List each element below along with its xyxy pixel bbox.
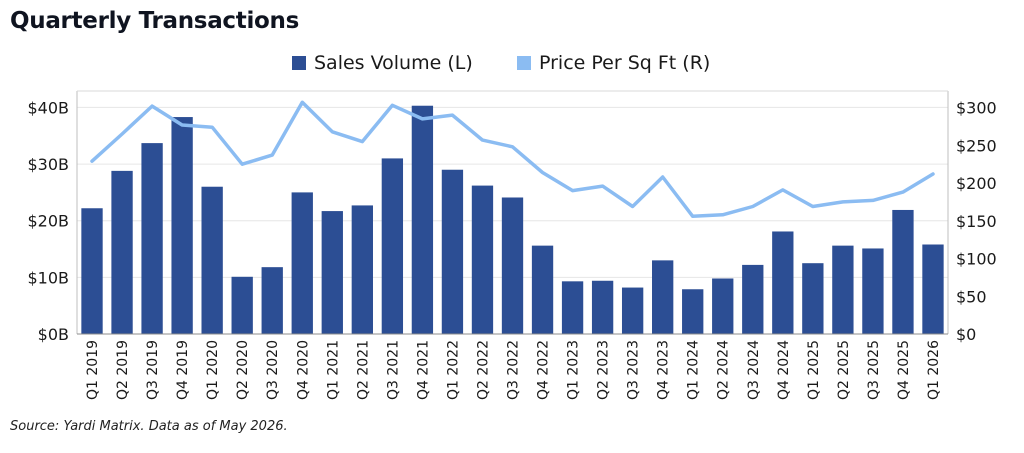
- bar-sales-volume: [321, 211, 343, 334]
- bar-sales-volume: [742, 264, 764, 334]
- source-note: Source: Yardi Matrix. Data as of May 202…: [10, 419, 288, 434]
- bar-series: [81, 105, 944, 335]
- legend-item-price-per-sqft: Price Per Sq Ft (R): [517, 52, 710, 74]
- x-tick-label: Q1 2022: [445, 340, 461, 400]
- right-tick-label: $100: [956, 250, 997, 269]
- x-tick-label: Q4 2024: [776, 340, 792, 400]
- x-tick-label: Q4 2023: [656, 340, 672, 400]
- line-series: [90, 100, 935, 219]
- bar-sales-volume: [772, 231, 794, 334]
- x-tick-label: Q1 2025: [806, 340, 822, 400]
- axes: [76, 90, 949, 335]
- x-tick-label: Q4 2022: [536, 340, 552, 400]
- legend-swatch-bar: [292, 56, 306, 70]
- x-tick-label: Q4 2021: [415, 340, 431, 400]
- bar-sales-volume: [712, 278, 734, 334]
- x-tick-label: Q1 2021: [325, 340, 341, 400]
- bar-sales-volume: [81, 208, 103, 334]
- bar-sales-volume: [832, 245, 854, 334]
- bar-sales-volume: [531, 245, 554, 334]
- left-tick-label: $0B: [38, 325, 69, 344]
- x-tick-label: Q3 2025: [866, 340, 882, 400]
- x-tick-label: Q2 2024: [716, 340, 732, 400]
- x-axis-ticks: Q1 2019 Q2 2019 Q3 2019 Q4 2019 Q1 2020 Q2 20…: [85, 340, 942, 400]
- x-tick-label: Q4 2020: [295, 340, 311, 400]
- bar-sales-volume: [652, 260, 674, 334]
- x-tick-label: Q1 2020: [205, 340, 221, 400]
- x-tick-label: Q3 2024: [746, 340, 762, 400]
- x-tick-label: Q2 2025: [836, 340, 852, 400]
- right-tick-label: $300: [956, 99, 997, 118]
- x-tick-label: Q2 2021: [355, 340, 371, 400]
- left-tick-label: $10B: [27, 268, 69, 287]
- right-axis-ticks: $0 $50 $100 $150 $200 $250 $300: [956, 99, 997, 344]
- x-tick-label: Q1 2026: [926, 340, 942, 400]
- x-tick-label: Q3 2023: [626, 340, 642, 400]
- left-tick-label: $40B: [27, 98, 69, 117]
- bar-sales-volume: [802, 263, 824, 334]
- bar-sales-volume: [561, 281, 584, 334]
- bar-sales-volume: [381, 158, 404, 334]
- x-tick-label: Q2 2023: [596, 340, 612, 400]
- right-tick-label: $150: [956, 212, 997, 231]
- x-tick-label: Q3 2019: [145, 340, 161, 400]
- bar-sales-volume: [141, 143, 163, 334]
- x-tick-label: Q1 2023: [566, 340, 582, 400]
- bar-sales-volume: [411, 105, 434, 335]
- bar-sales-volume: [261, 267, 283, 334]
- x-tick-label: Q3 2022: [506, 340, 522, 400]
- bar-sales-volume: [892, 209, 914, 334]
- chart-legend: Sales Volume (L) Price Per Sq Ft (R): [0, 50, 1024, 78]
- right-tick-label: $0: [956, 325, 976, 344]
- x-tick-label: Q1 2024: [686, 340, 702, 400]
- right-tick-label: $50: [956, 287, 987, 306]
- x-tick-label: Q4 2019: [175, 340, 191, 400]
- left-axis-ticks: $0B $10B $20B $30B $40B: [27, 98, 69, 344]
- bar-sales-volume: [621, 287, 644, 334]
- right-tick-label: $250: [956, 136, 997, 155]
- x-tick-label: Q2 2019: [115, 340, 131, 400]
- left-tick-label: $20B: [27, 212, 69, 231]
- bar-sales-volume: [862, 248, 884, 334]
- bar-sales-volume: [591, 280, 614, 334]
- bar-sales-volume: [922, 244, 944, 334]
- bar-sales-volume: [471, 185, 494, 334]
- x-tick-label: Q3 2021: [385, 340, 401, 400]
- x-tick-label: Q2 2020: [235, 340, 251, 400]
- left-tick-label: $30B: [27, 155, 69, 174]
- x-tick-label: Q4 2025: [896, 340, 912, 400]
- bar-sales-volume: [291, 192, 313, 334]
- legend-item-sales-volume: Sales Volume (L): [292, 52, 473, 74]
- bar-sales-volume: [441, 169, 464, 334]
- bar-sales-volume: [682, 289, 704, 334]
- legend-label-sales-volume: Sales Volume (L): [314, 52, 473, 74]
- bar-sales-volume: [501, 197, 524, 334]
- line-price-per-sqft: [90, 100, 935, 219]
- bar-sales-volume: [231, 276, 253, 334]
- bar-sales-volume: [351, 205, 373, 334]
- bar-sales-volume: [171, 117, 193, 335]
- bar-sales-volume: [111, 170, 133, 334]
- chart-title: Quarterly Transactions: [10, 8, 299, 34]
- right-tick-label: $200: [956, 174, 997, 193]
- x-tick-label: Q3 2020: [265, 340, 281, 400]
- x-tick-label: Q2 2022: [475, 340, 491, 400]
- x-tick-label: Q1 2019: [85, 340, 101, 400]
- bar-sales-volume: [201, 186, 223, 334]
- legend-label-price-per-sqft: Price Per Sq Ft (R): [539, 52, 711, 74]
- legend-swatch-line: [517, 56, 531, 70]
